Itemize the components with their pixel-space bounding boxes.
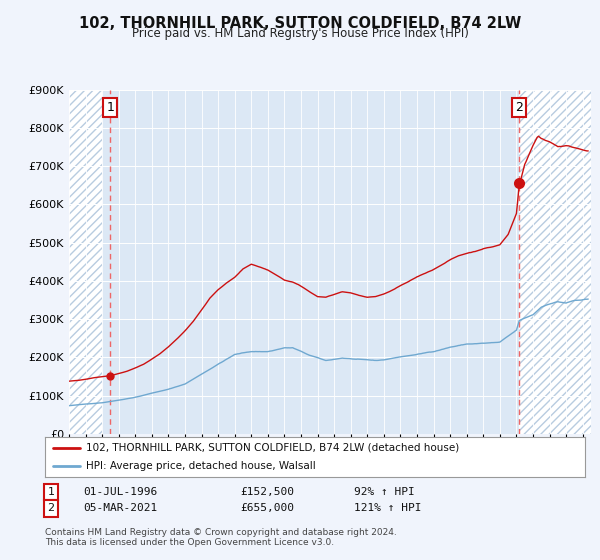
Text: 102, THORNHILL PARK, SUTTON COLDFIELD, B74 2LW: 102, THORNHILL PARK, SUTTON COLDFIELD, B… bbox=[79, 16, 521, 31]
Text: £152,500: £152,500 bbox=[240, 487, 294, 497]
Text: 1: 1 bbox=[47, 487, 55, 497]
Text: 2: 2 bbox=[47, 503, 55, 514]
Text: Price paid vs. HM Land Registry's House Price Index (HPI): Price paid vs. HM Land Registry's House … bbox=[131, 27, 469, 40]
Text: 2: 2 bbox=[515, 101, 523, 114]
Text: Contains HM Land Registry data © Crown copyright and database right 2024.: Contains HM Land Registry data © Crown c… bbox=[45, 528, 397, 536]
Text: 92% ↑ HPI: 92% ↑ HPI bbox=[354, 487, 415, 497]
Text: 121% ↑ HPI: 121% ↑ HPI bbox=[354, 503, 421, 514]
Text: £655,000: £655,000 bbox=[240, 503, 294, 514]
Text: 102, THORNHILL PARK, SUTTON COLDFIELD, B74 2LW (detached house): 102, THORNHILL PARK, SUTTON COLDFIELD, B… bbox=[86, 443, 459, 452]
Text: 1: 1 bbox=[106, 101, 115, 114]
Text: 05-MAR-2021: 05-MAR-2021 bbox=[83, 503, 157, 514]
Text: This data is licensed under the Open Government Licence v3.0.: This data is licensed under the Open Gov… bbox=[45, 538, 334, 547]
Text: 01-JUL-1996: 01-JUL-1996 bbox=[83, 487, 157, 497]
Text: HPI: Average price, detached house, Walsall: HPI: Average price, detached house, Wals… bbox=[86, 461, 315, 471]
